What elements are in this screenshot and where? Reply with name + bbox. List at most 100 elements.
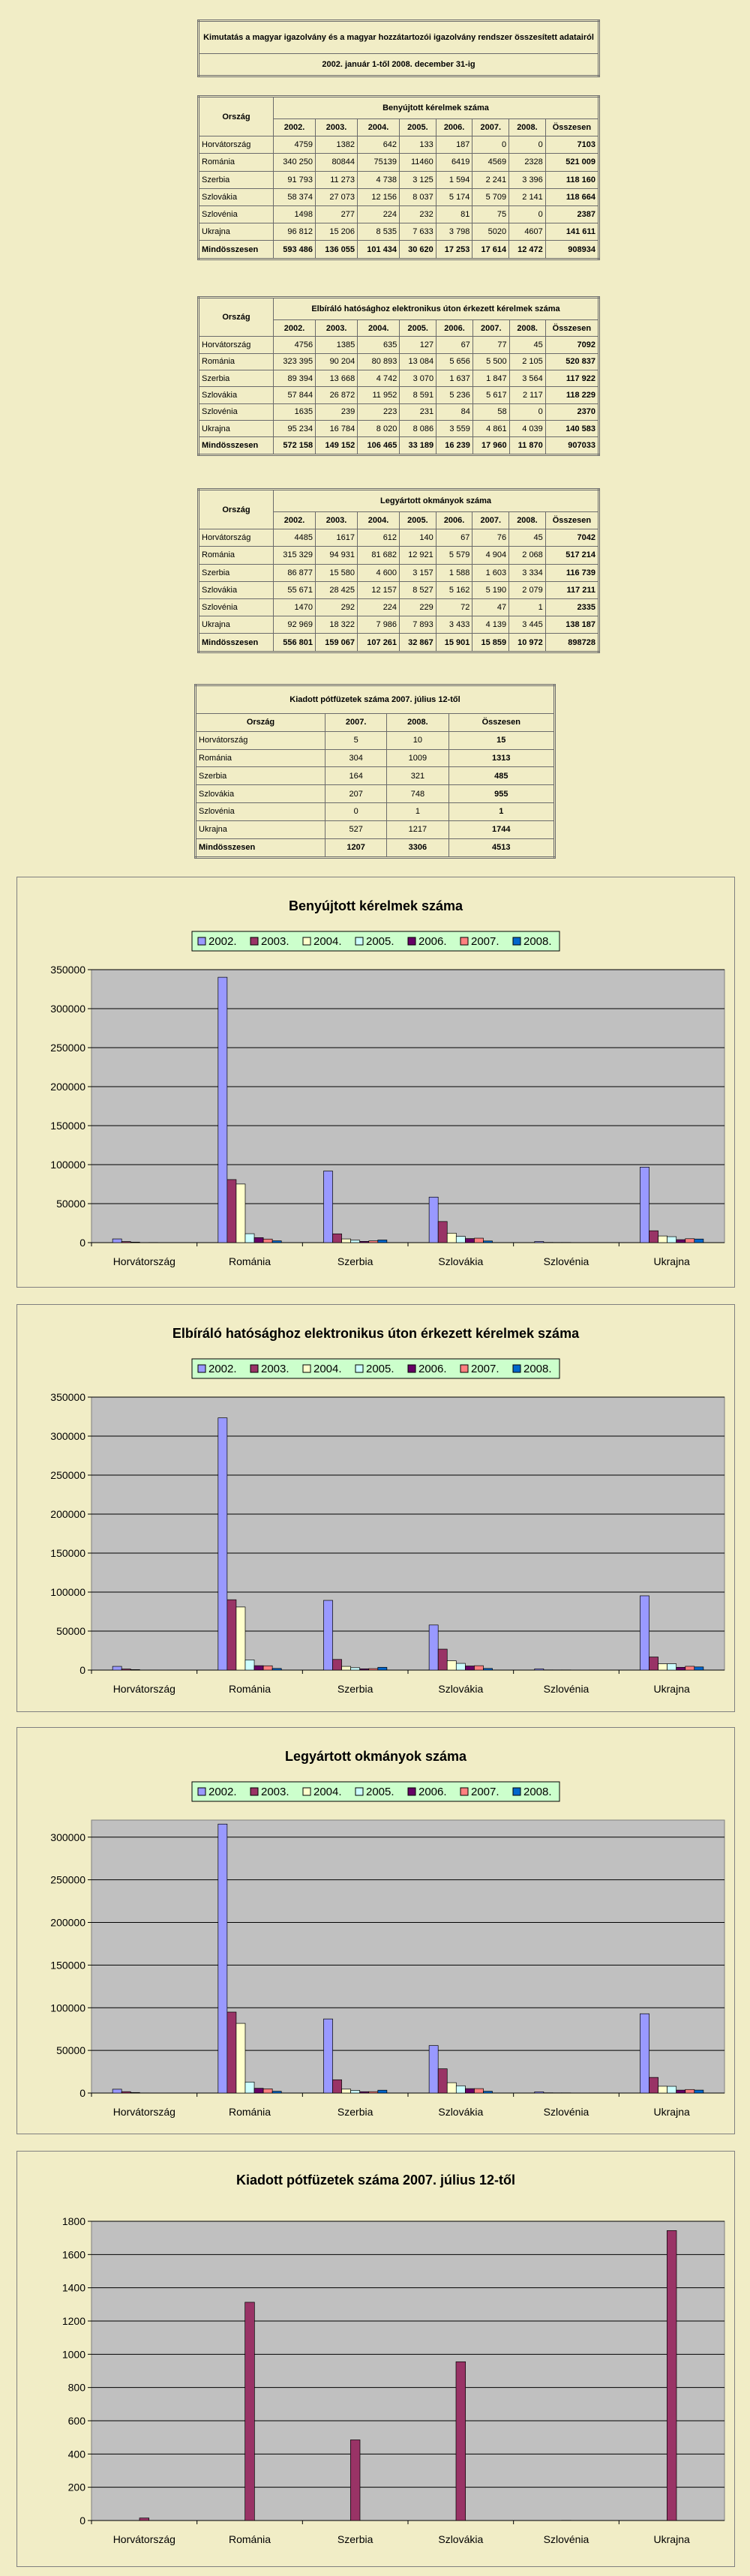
table-row: Szerbia 86 877 15 580 4 600 3 157 1 588 1 603 3… [198, 563, 600, 582]
cell: 5 656 [436, 352, 473, 370]
cell: 340 250 [272, 153, 316, 172]
data-table: Ország Benyújtott kérelmek száma 2002. 2003… [197, 95, 600, 260]
legend-swatch [197, 937, 206, 946]
legend-label: 2002. [208, 935, 237, 948]
y-tick-label: 0 [80, 1664, 86, 1676]
chart-title: Benyújtott kérelmek száma [289, 898, 464, 913]
bar [350, 1240, 361, 1243]
bar [534, 2091, 544, 2094]
bar [121, 2091, 131, 2094]
chart-box: Kiadott pótfüzetek száma 2007. július 12… [16, 2151, 735, 2567]
row-label: Ukrajna [195, 820, 326, 839]
bar [658, 1235, 668, 1243]
cell: 58 374 [272, 187, 316, 206]
cell: 8 037 [399, 187, 436, 206]
cell: 4569 [472, 153, 510, 172]
legend-label: 2006. [418, 1363, 447, 1375]
row-label: Horvátország [198, 529, 274, 547]
row-label: Szlovénia [195, 802, 326, 821]
chart-box: Legyártott okmányok száma 0 50000 100000 150… [16, 1727, 735, 2134]
legend-label: 2004. [314, 935, 342, 948]
cell: 149 152 [315, 436, 358, 455]
x-tick-label: Ukrajna [654, 2533, 690, 2545]
x-tick-label: Románia [229, 1255, 271, 1267]
bar [667, 1236, 677, 1243]
cell: 4 742 [357, 369, 400, 388]
header-row: Ország Legyártott okmányok száma [198, 488, 599, 530]
x-tick-label: Románia [229, 2533, 271, 2545]
table-row: Szerbia 89 394 13 668 4 742 3 070 1 637 1 847 3… [198, 369, 600, 388]
bar [130, 2092, 140, 2094]
column-header: Összesen [544, 319, 600, 337]
chart: Kiadott pótfüzetek száma 2007. július 12… [62, 2173, 725, 2545]
cell: 1 603 [472, 563, 510, 582]
bar [272, 1240, 282, 1243]
cell: 4759 [272, 136, 316, 154]
cell: 5 174 [435, 187, 473, 206]
y-tick-label: 50000 [56, 1198, 86, 1210]
cell: 140 583 [544, 419, 600, 438]
table-row: Mindösszesen 572 158 149 152 106 465 33 189 1… [198, 436, 600, 455]
row-label: Horvátország [198, 336, 274, 354]
cell: 229 [399, 598, 436, 617]
cell: 81 682 [357, 546, 400, 565]
cell: 15 580 [315, 563, 358, 582]
legend-swatch [407, 1787, 416, 1796]
y-tick-label: 250000 [50, 1874, 86, 1886]
bar [112, 2089, 122, 2094]
table-row: Románia 315 329 94 931 81 682 12 921 5 579 4 9… [198, 546, 600, 565]
bar [368, 1240, 379, 1243]
bar [640, 1166, 650, 1243]
bar [112, 1238, 122, 1243]
x-tick-label: Ukrajna [654, 2106, 690, 2118]
cell: 1498 [272, 205, 316, 224]
cell: 90 204 [315, 352, 358, 370]
cell: 304 [324, 748, 388, 768]
bar [685, 1666, 695, 1671]
x-tick-label: Románia [229, 2106, 271, 2118]
y-tick-label: 400 [68, 2448, 86, 2460]
x-tick-label: Horvátország [113, 2533, 176, 2545]
cell: 117 211 [544, 580, 600, 599]
bar [262, 1665, 273, 1671]
x-tick-label: Szerbia [338, 1255, 374, 1267]
cell: 5 162 [435, 580, 473, 599]
cell: 75 [472, 205, 510, 224]
row-label: Szlovákia [198, 386, 274, 404]
bar [446, 2082, 457, 2094]
column-header: 2008. [386, 713, 449, 732]
y-tick-label: 300000 [50, 1003, 86, 1015]
bar [649, 1657, 658, 1671]
bar [368, 2091, 379, 2094]
cell: 520 837 [544, 352, 600, 370]
bar [254, 2088, 264, 2094]
x-tick-label: Ukrajna [654, 1683, 690, 1695]
header-row: 2002. 2003. 2004. 2005. 2006. 2007. 2008. Össze… [199, 319, 600, 337]
cell: 0 [508, 403, 546, 421]
legend-swatch [407, 1364, 416, 1373]
row-label: Szerbia [198, 170, 274, 189]
cell: 0 [472, 136, 510, 154]
bar [437, 1648, 448, 1671]
bar [377, 2089, 388, 2094]
column-header: 2007. [324, 713, 388, 732]
legend-swatch [250, 1364, 259, 1373]
cell: 5020 [472, 223, 510, 241]
y-tick-label: 200000 [50, 1917, 86, 1929]
bar [272, 1668, 282, 1671]
cell: 12 921 [399, 546, 436, 565]
bar [254, 1665, 264, 1671]
cell: 635 [357, 336, 400, 354]
cell: 7103 [544, 136, 600, 154]
legend-label: 2008. [524, 1363, 552, 1375]
legend-swatch [197, 1364, 206, 1373]
cell: 4756 [272, 336, 316, 354]
row-label: Mindösszesen [198, 633, 274, 652]
cell: 224 [357, 205, 400, 224]
cell: 18 322 [315, 616, 358, 634]
table-row: Szlovénia 1498 277 224 232 81 75 0 2387 [198, 205, 600, 224]
legend-label: 2005. [366, 935, 394, 948]
cell: 517 214 [544, 546, 600, 565]
bar [483, 2091, 493, 2094]
row-label: Szlovákia [198, 580, 274, 599]
